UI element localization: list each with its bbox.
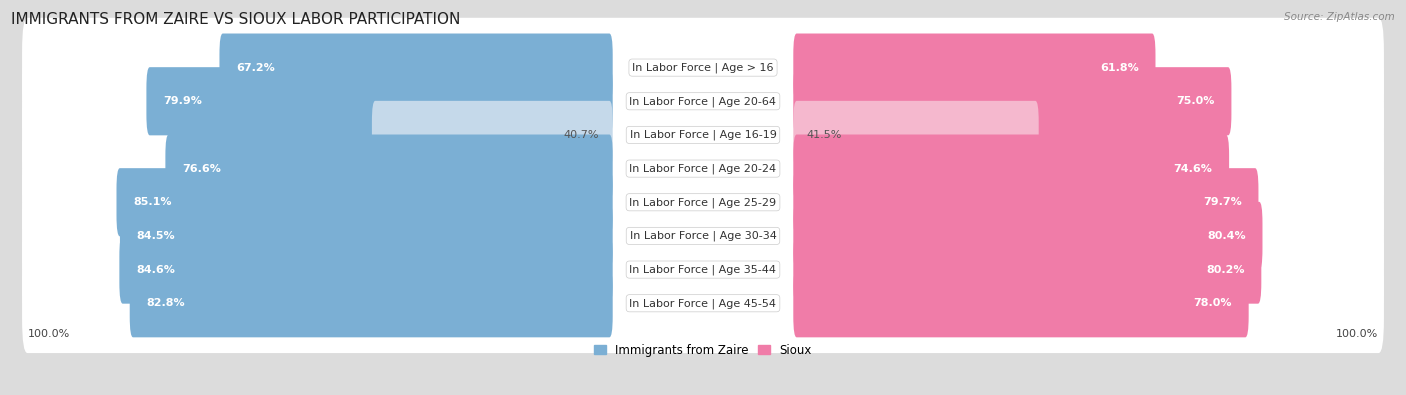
FancyBboxPatch shape — [22, 186, 1384, 286]
Text: 84.6%: 84.6% — [136, 265, 174, 275]
Text: 41.5%: 41.5% — [807, 130, 842, 140]
FancyBboxPatch shape — [22, 119, 1384, 218]
Text: 75.0%: 75.0% — [1177, 96, 1215, 106]
Legend: Immigrants from Zaire, Sioux: Immigrants from Zaire, Sioux — [589, 339, 817, 361]
Text: In Labor Force | Age 35-44: In Labor Force | Age 35-44 — [630, 264, 776, 275]
FancyBboxPatch shape — [793, 202, 1263, 270]
FancyBboxPatch shape — [22, 85, 1384, 185]
Text: 80.2%: 80.2% — [1206, 265, 1244, 275]
FancyBboxPatch shape — [793, 235, 1261, 304]
Text: 100.0%: 100.0% — [28, 329, 70, 339]
Text: 84.5%: 84.5% — [136, 231, 176, 241]
FancyBboxPatch shape — [120, 235, 613, 304]
Text: In Labor Force | Age 20-24: In Labor Force | Age 20-24 — [630, 164, 776, 174]
Text: In Labor Force | Age 25-29: In Labor Force | Age 25-29 — [630, 197, 776, 207]
Text: In Labor Force | Age 16-19: In Labor Force | Age 16-19 — [630, 130, 776, 140]
FancyBboxPatch shape — [146, 67, 613, 135]
Text: In Labor Force | Age 20-64: In Labor Force | Age 20-64 — [630, 96, 776, 107]
Text: 100.0%: 100.0% — [1336, 329, 1378, 339]
FancyBboxPatch shape — [22, 152, 1384, 252]
FancyBboxPatch shape — [793, 34, 1156, 102]
Text: 61.8%: 61.8% — [1099, 62, 1139, 73]
Text: 80.4%: 80.4% — [1208, 231, 1246, 241]
Text: 74.6%: 74.6% — [1174, 164, 1212, 173]
Text: 79.7%: 79.7% — [1204, 197, 1241, 207]
FancyBboxPatch shape — [117, 168, 613, 236]
FancyBboxPatch shape — [793, 135, 1229, 203]
Text: 76.6%: 76.6% — [183, 164, 221, 173]
FancyBboxPatch shape — [793, 67, 1232, 135]
Text: 79.9%: 79.9% — [163, 96, 202, 106]
Text: Source: ZipAtlas.com: Source: ZipAtlas.com — [1284, 12, 1395, 22]
FancyBboxPatch shape — [166, 135, 613, 203]
FancyBboxPatch shape — [22, 18, 1384, 117]
Text: 85.1%: 85.1% — [134, 197, 172, 207]
FancyBboxPatch shape — [22, 254, 1384, 353]
Text: 40.7%: 40.7% — [564, 130, 599, 140]
Text: 78.0%: 78.0% — [1194, 298, 1232, 308]
Text: In Labor Force | Age 45-54: In Labor Force | Age 45-54 — [630, 298, 776, 308]
FancyBboxPatch shape — [373, 101, 613, 169]
Text: 82.8%: 82.8% — [146, 298, 186, 308]
Text: In Labor Force | Age > 16: In Labor Force | Age > 16 — [633, 62, 773, 73]
Text: In Labor Force | Age 30-34: In Labor Force | Age 30-34 — [630, 231, 776, 241]
Text: IMMIGRANTS FROM ZAIRE VS SIOUX LABOR PARTICIPATION: IMMIGRANTS FROM ZAIRE VS SIOUX LABOR PAR… — [11, 12, 461, 27]
FancyBboxPatch shape — [120, 202, 613, 270]
FancyBboxPatch shape — [129, 269, 613, 337]
FancyBboxPatch shape — [22, 51, 1384, 151]
FancyBboxPatch shape — [22, 220, 1384, 320]
FancyBboxPatch shape — [793, 101, 1039, 169]
FancyBboxPatch shape — [793, 168, 1258, 236]
FancyBboxPatch shape — [219, 34, 613, 102]
Text: 67.2%: 67.2% — [236, 62, 276, 73]
FancyBboxPatch shape — [793, 269, 1249, 337]
